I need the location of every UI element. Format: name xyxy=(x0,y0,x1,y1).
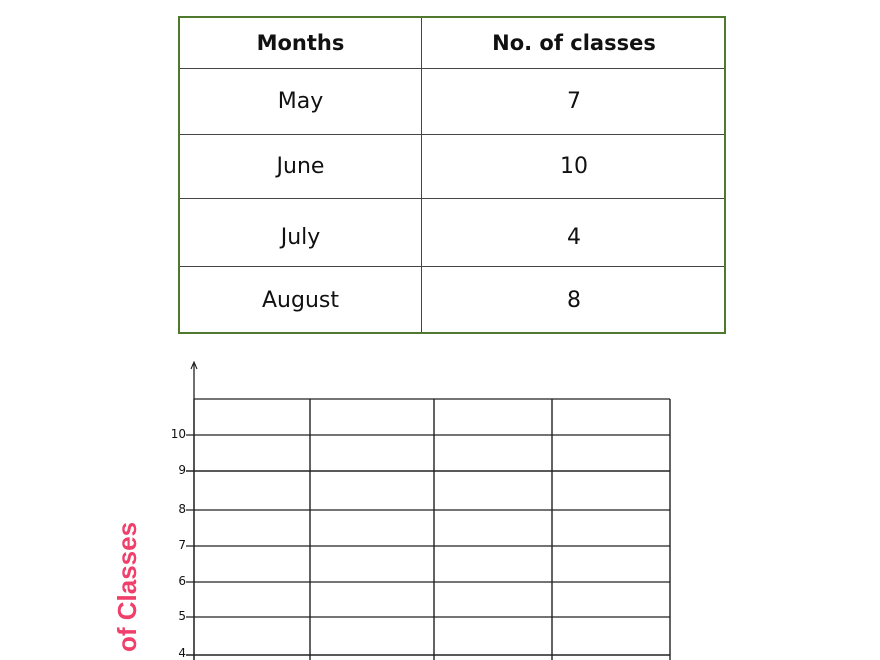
table-cell-month: July xyxy=(280,224,321,250)
y-tick-label: 9 xyxy=(178,463,186,477)
y-tick-label: 5 xyxy=(178,609,186,623)
y-axis-arrow xyxy=(190,360,198,370)
table-header-classes: No. of classes xyxy=(492,31,656,55)
table-row-divider xyxy=(180,198,724,199)
y-axis-label: of Classes xyxy=(112,521,142,652)
y-tick-label: 6 xyxy=(178,574,186,588)
table-cell-month: May xyxy=(277,89,324,114)
table-cell-classes: 4 xyxy=(567,224,581,250)
table-cell-classes: 10 xyxy=(560,154,588,179)
y-tick-label: 7 xyxy=(178,538,186,552)
table-row-divider xyxy=(180,68,724,69)
table-row-divider xyxy=(180,134,724,135)
y-tick-label: 10 xyxy=(170,427,186,441)
table-cell-classes: 8 xyxy=(567,288,581,313)
table-column-divider xyxy=(421,18,422,332)
table-cell-month: August xyxy=(262,288,339,313)
table-cell-classes: 7 xyxy=(567,89,581,114)
y-tick-label: 4 xyxy=(178,646,186,660)
y-tick-label: 8 xyxy=(178,502,186,516)
classes-table: Months No. of classes May 7 June 10 July… xyxy=(178,16,726,334)
table-row-divider xyxy=(180,266,724,267)
table-cell-month: June xyxy=(276,154,325,179)
table-header-months: Months xyxy=(256,31,345,55)
